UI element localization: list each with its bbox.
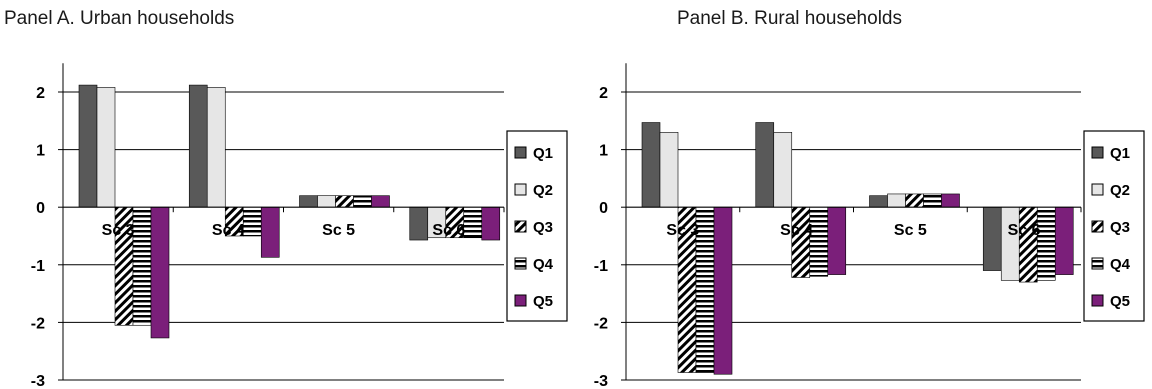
- bar-q2-sc3: [659, 132, 679, 208]
- bar-q2-sc4: [773, 132, 793, 208]
- bar-q5-sc5: [941, 193, 960, 208]
- chart-panel-b: -3 -2 -1 0 1 2 Sc 3 Sc 4 Sc 5 Sc 6 Q1 Q2 Q3 Q4 Q5: [594, 63, 1145, 389]
- legend-label-q2: Q2: [1110, 182, 1130, 199]
- y-tick-label: 2: [599, 85, 608, 102]
- bar-q5-sc3: [713, 206, 733, 375]
- legend-label-q5: Q5: [1110, 293, 1130, 310]
- y-tick-label: -2: [594, 315, 608, 332]
- bar-q1-sc4: [755, 122, 775, 208]
- panel-b-title: Panel B. Rural households: [677, 8, 902, 29]
- bar-q2-sc5: [887, 193, 906, 208]
- bar-q4-sc4: [809, 206, 829, 277]
- bar-q5-sc4: [260, 206, 280, 258]
- legend-swatch-q4: [514, 257, 527, 270]
- legend-swatch-q5: [1091, 294, 1104, 307]
- legend-label-q4: Q4: [1110, 256, 1131, 273]
- bar-q4-sc4: [242, 206, 262, 237]
- legend-swatch-q4: [1091, 257, 1104, 270]
- bar-q5-sc3: [150, 206, 170, 339]
- bar-q2-sc3: [96, 87, 116, 208]
- legend-label-q3: Q3: [533, 219, 553, 236]
- bar-q4-sc5: [353, 195, 372, 208]
- panel-a-title: Panel A. Urban households: [4, 8, 235, 29]
- bar-q5-sc5: [371, 195, 390, 208]
- bar-q1-sc6: [409, 206, 429, 241]
- chart-panel-a: -3 -2 -1 0 1 2 Sc 3 Sc 4 Sc 5 Sc 6 Q1 Q2 Q3 Q4 Q5: [31, 63, 568, 389]
- category-label: Sc 5: [322, 222, 355, 239]
- category-label: Sc 4: [780, 222, 813, 239]
- legend-swatch-q2: [514, 183, 527, 196]
- bar-q1-sc4: [188, 84, 208, 208]
- y-tick-label: 1: [599, 143, 608, 160]
- bar-q1-sc3: [78, 84, 98, 208]
- legend-swatch-q1: [514, 146, 527, 159]
- category-label: Sc 5: [894, 222, 927, 239]
- category-label: Sc 6: [1008, 222, 1041, 239]
- bar-q4-sc3: [132, 206, 152, 326]
- y-tick-label: 0: [36, 200, 45, 217]
- legend-label-q1: Q1: [533, 145, 553, 162]
- bar-q5-sc4: [827, 206, 847, 275]
- bar-q4-sc6: [1036, 206, 1056, 281]
- bar-q5-sc6: [481, 206, 501, 241]
- legend-swatch-q5: [514, 294, 527, 307]
- legend-swatch-q3: [514, 220, 527, 233]
- category-label: Sc 4: [212, 222, 245, 239]
- y-tick-label: -1: [31, 258, 45, 275]
- y-tick-label: -2: [31, 315, 45, 332]
- legend-swatch-q2: [1091, 183, 1104, 196]
- legend-box: [1083, 130, 1145, 322]
- y-tick-label: -3: [594, 373, 608, 389]
- category-label: Sc 3: [666, 222, 699, 239]
- legend-label-q4: Q4: [533, 256, 554, 273]
- bar-q2-sc5: [317, 195, 336, 208]
- bar-q2-sc4: [206, 87, 226, 208]
- bar-q4-sc6: [463, 206, 483, 239]
- legend-swatch-q3: [1091, 220, 1104, 233]
- bar-q1-sc5: [299, 195, 318, 208]
- bar-q1-sc3: [641, 122, 661, 208]
- bar-q3-sc4: [791, 206, 811, 278]
- y-tick-label: -3: [31, 373, 45, 389]
- bar-q3-sc5: [905, 193, 924, 208]
- bar-q1-sc5: [869, 195, 888, 208]
- bar-q5-sc6: [1054, 206, 1074, 275]
- category-label: Sc 3: [102, 222, 135, 239]
- legend-label-q2: Q2: [533, 182, 553, 199]
- legend-label-q1: Q1: [1110, 145, 1130, 162]
- category-label: Sc 6: [432, 222, 465, 239]
- legend-label-q3: Q3: [1110, 219, 1130, 236]
- bar-q3-sc5: [335, 195, 354, 208]
- bar-q1-sc6: [982, 206, 1002, 271]
- y-tick-label: 1: [36, 143, 45, 160]
- y-tick-label: 0: [599, 200, 608, 217]
- bar-q4-sc5: [923, 193, 942, 208]
- y-tick-label: -1: [594, 258, 608, 275]
- legend-swatch-q1: [1091, 146, 1104, 159]
- bar-q2-sc6: [1000, 206, 1020, 281]
- legend-label-q5: Q5: [533, 293, 553, 310]
- bar-q3-sc6: [1018, 206, 1038, 283]
- y-tick-label: 2: [36, 85, 45, 102]
